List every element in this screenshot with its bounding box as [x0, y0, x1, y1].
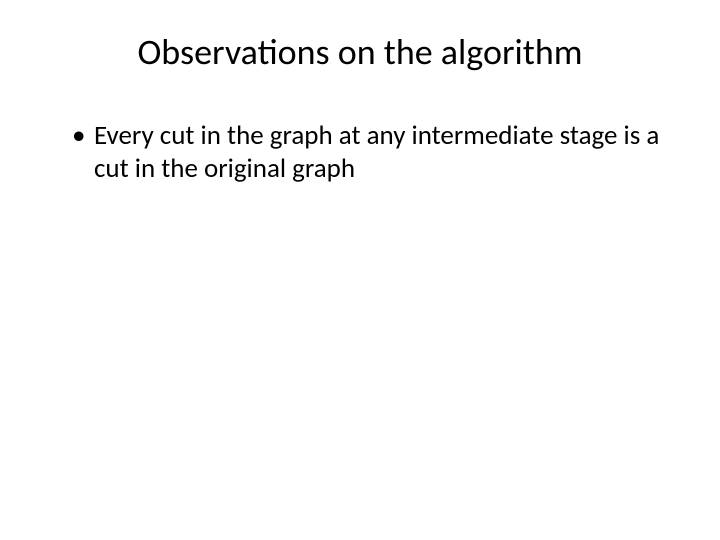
slide-title: Observations on the algorithm — [44, 30, 676, 74]
bullet-item: Every cut in the graph at any intermedia… — [72, 120, 676, 186]
bullet-list: Every cut in the graph at any intermedia… — [44, 120, 676, 186]
slide-container: Observations on the algorithm Every cut … — [0, 0, 720, 540]
